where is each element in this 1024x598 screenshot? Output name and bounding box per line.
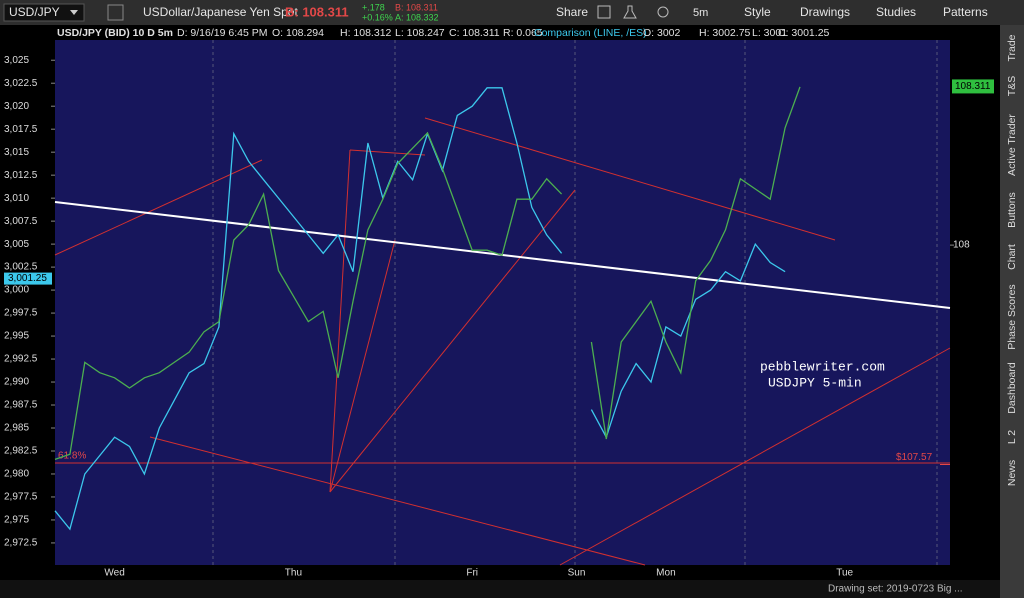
y-tick-label: 3,025: [4, 55, 29, 66]
y-tick-label: 3,007.5: [4, 216, 38, 227]
toolbar: [0, 0, 1024, 25]
y-tick-label: 3,000: [4, 285, 29, 296]
flask-icon[interactable]: [623, 5, 637, 19]
level-label: $107.57: [896, 452, 933, 463]
y-tick-label: 3,015: [4, 147, 29, 158]
y2-tick-label: 108: [953, 240, 970, 251]
y-tick-label: 2,972.5: [4, 538, 38, 549]
y-tick-label: 2,982.5: [4, 446, 38, 457]
info-range: R: 0.065: [503, 27, 543, 39]
x-tick-label: Wed: [104, 568, 124, 579]
y-tick-label: 3,012.5: [4, 170, 38, 181]
y-tick-label: 3,017.5: [4, 124, 38, 135]
y-tick-label: 2,997.5: [4, 308, 38, 319]
info-close: C: 108.311: [449, 27, 500, 39]
y-tick-label: 2,990: [4, 377, 29, 388]
info-bar: [0, 25, 1000, 40]
side-tab[interactable]: Buttons: [1006, 192, 1018, 228]
y-tick-label: 2,980: [4, 469, 29, 480]
patterns-button[interactable]: Patterns: [943, 5, 988, 19]
watermark: USDJPY 5-min: [768, 375, 862, 390]
ask: A: 108.332: [395, 12, 439, 22]
x-tick-label: Mon: [656, 568, 675, 579]
side-tab[interactable]: T&S: [1006, 76, 1018, 96]
y-tick-label: 3,020: [4, 101, 29, 112]
status-text: Drawing set: 2019-0723 Big ...: [828, 584, 963, 595]
y-tick-label: 2,992.5: [4, 354, 38, 365]
y-tick-label: 3,005: [4, 239, 29, 250]
cmp-close: C: 3001.25: [778, 27, 830, 39]
last-y-label: 3,001.25: [8, 273, 47, 284]
cmp-open: O: 3002: [643, 27, 681, 39]
y-tick-label: 3,002.5: [4, 262, 38, 273]
info-low: L: 108.247: [395, 27, 445, 39]
comparison-title: Comparison (LINE, /ES): [534, 27, 647, 39]
watermark: pebblewriter.com: [760, 359, 885, 374]
series-title: USD/JPY (BID) 10 D 5m: [57, 27, 173, 39]
side-tab[interactable]: Trade: [1006, 34, 1018, 61]
info-high: H: 108.312: [340, 27, 392, 39]
fib-label: 61.8%: [58, 451, 86, 462]
side-panel: [1000, 25, 1024, 598]
print-icon[interactable]: [597, 5, 611, 19]
info-open: O: 108.294: [272, 27, 324, 39]
y-tick-label: 2,975: [4, 515, 29, 526]
side-tab[interactable]: News: [1006, 460, 1018, 486]
interval-button[interactable]: 5m: [693, 7, 708, 19]
series-line: [54, 87, 786, 531]
side-tab[interactable]: Phase Scores: [1006, 284, 1018, 349]
dropdown-arrow[interactable]: [70, 10, 78, 15]
search-icon[interactable]: [657, 6, 669, 18]
y-tick-label: 2,977.5: [4, 492, 38, 503]
bid-big: B: 108.311: [285, 4, 349, 19]
y-tick-label: 2,995: [4, 331, 29, 342]
x-tick-label: Fri: [466, 568, 478, 579]
y-tick-label: 3,022.5: [4, 78, 38, 89]
trend-lines: [54, 117, 951, 566]
cmp-low: L: 3001: [752, 27, 787, 39]
y-tick-label: 3,010: [4, 193, 29, 204]
style-button[interactable]: Style: [744, 5, 771, 19]
description: USDollar/Japanese Yen Spot: [143, 5, 298, 19]
info-date: D: 9/16/19 6:45 PM: [177, 27, 267, 39]
drawings-button[interactable]: Drawings: [800, 5, 850, 19]
y-tick-label: 2,987.5: [4, 400, 38, 411]
status-bar: [0, 580, 1000, 598]
last-y2-box: [952, 79, 994, 94]
cmp-high: H: 3002.75: [699, 27, 751, 39]
share-button[interactable]: Share: [556, 5, 588, 19]
x-tick-label: Tue: [836, 568, 853, 579]
side-tab[interactable]: Active Trader: [1006, 114, 1018, 176]
plot-area[interactable]: [55, 40, 950, 565]
change-pct: +0.16%: [362, 12, 393, 22]
change: +.178: [362, 2, 385, 12]
series-line: [54, 86, 801, 461]
x-tick-label: Thu: [285, 568, 302, 579]
x-tick-label: Sun: [568, 568, 586, 579]
last-y2-label: 108.311: [955, 81, 991, 92]
symbol-box[interactable]: [3, 3, 85, 22]
side-tab[interactable]: Chart: [1006, 244, 1018, 270]
bid: B: 108.311: [395, 2, 438, 12]
symbol[interactable]: USD/JPY: [9, 5, 60, 19]
side-tab[interactable]: Dashboard: [1006, 362, 1018, 414]
studies-button[interactable]: Studies: [876, 5, 916, 19]
side-tab[interactable]: L 2: [1006, 430, 1018, 444]
hash-button[interactable]: [107, 4, 124, 21]
y-tick-label: 2,985: [4, 423, 29, 434]
last-y-box: [4, 272, 52, 285]
